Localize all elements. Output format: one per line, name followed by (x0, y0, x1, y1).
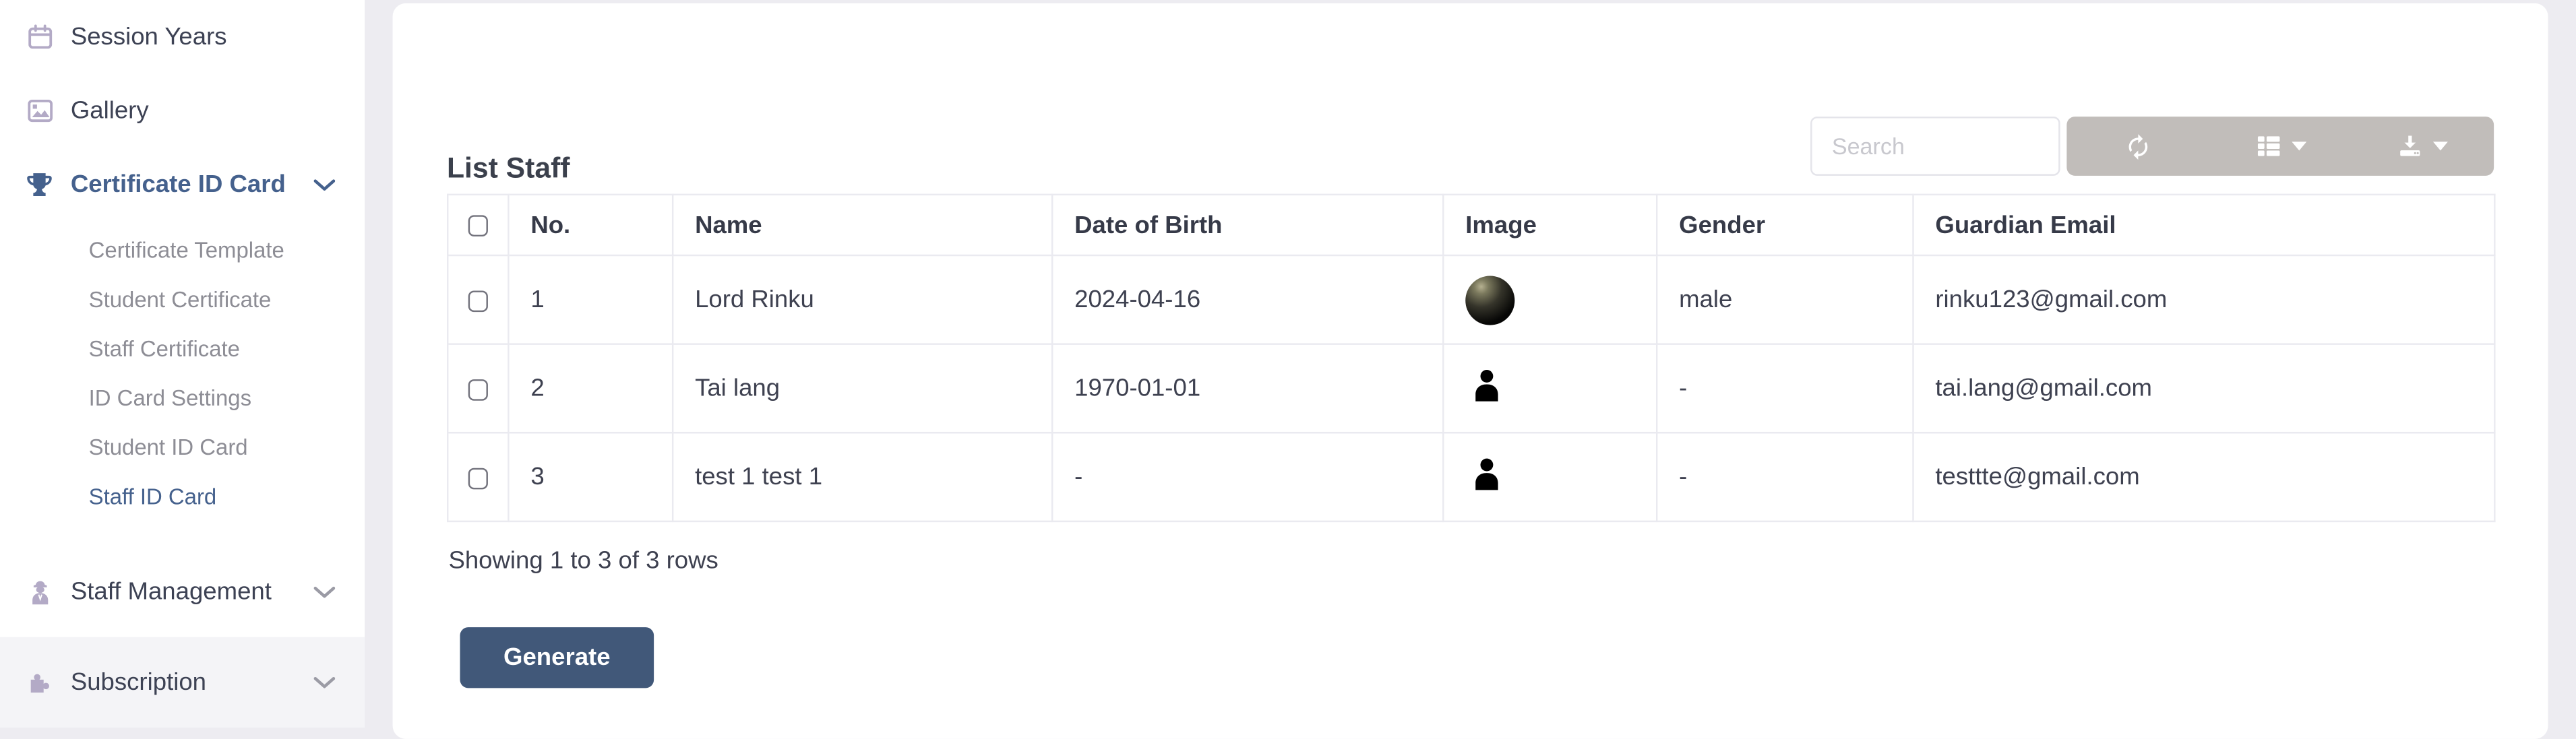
sidebar-item-session-years[interactable]: Session Years (0, 0, 365, 74)
export-download-icon (2397, 133, 2424, 159)
column-header-no: No. (508, 193, 674, 257)
caret-down-icon (2433, 141, 2449, 152)
select-all-checkbox[interactable] (468, 215, 488, 237)
gallery-icon (23, 97, 56, 125)
user-secret-icon (23, 577, 56, 607)
cell-dob: - (1051, 432, 1444, 523)
sidebar-item-label: Gallery (70, 96, 149, 125)
pagination-summary: Showing 1 to 3 of 3 rows (448, 546, 718, 575)
columns-toggle-icon (2255, 133, 2281, 159)
column-header-name: Name (671, 193, 1053, 257)
cell-name: Tai lang (671, 343, 1053, 434)
generate-button[interactable]: Generate (460, 627, 654, 688)
chevron-down-icon (313, 676, 336, 689)
page-title: List Staff (447, 151, 570, 184)
sidebar-item-certificate-id-card[interactable]: Certificate ID Card (0, 148, 365, 222)
table-row: 3 test 1 test 1 - - testtte@gmail.com (447, 432, 2496, 523)
certificate-id-card-submenu: Certificate Template Student Certificate… (0, 226, 365, 522)
row-checkbox[interactable] (468, 290, 488, 311)
content-card: List Staff (392, 3, 2548, 739)
sidebar-item-label: Subscription (70, 668, 207, 697)
sidebar-subitem-student-certificate[interactable]: Student Certificate (88, 287, 272, 313)
sidebar-subitem-staff-certificate[interactable]: Staff Certificate (88, 336, 240, 362)
sidebar-subitem-id-card-settings[interactable]: ID Card Settings (88, 385, 252, 411)
person-silhouette-icon (1472, 368, 1502, 409)
cell-name: test 1 test 1 (671, 432, 1053, 523)
cell-email: testtte@gmail.com (1912, 432, 2496, 523)
refresh-icon (2124, 132, 2151, 160)
row-checkbox[interactable] (468, 378, 488, 400)
cell-email: tai.lang@gmail.com (1912, 343, 2496, 434)
cell-gender: - (1656, 343, 1914, 434)
sidebar-item-gallery[interactable]: Gallery (0, 74, 365, 148)
column-header-guardian-email: Guardian Email (1912, 193, 2496, 257)
cell-no: 2 (508, 343, 674, 434)
sidebar-item-label: Staff Management (70, 578, 272, 606)
sidebar-subitem-certificate-template[interactable]: Certificate Template (88, 238, 284, 263)
cell-image (1442, 254, 1658, 345)
export-button[interactable] (2352, 117, 2494, 176)
puzzle-icon (23, 668, 56, 697)
column-header-image: Image (1442, 193, 1658, 257)
table-row: 2 Tai lang 1970-01-01 - tai.lang@gmail.c… (447, 343, 2496, 434)
sidebar-item-staff-management[interactable]: Staff Management (0, 555, 365, 629)
table-row: 1 Lord Rinku 2024-04-16 male rinku123@gm… (447, 254, 2496, 345)
cell-gender: male (1656, 254, 1914, 345)
cell-image (1442, 343, 1658, 434)
trophy-icon (23, 170, 56, 199)
cell-dob: 1970-01-01 (1051, 343, 1444, 434)
columns-toggle-button[interactable] (2209, 117, 2352, 176)
chevron-down-icon (313, 178, 336, 191)
cell-email: rinku123@gmail.com (1912, 254, 2496, 345)
cell-no: 3 (508, 432, 674, 523)
sidebar-item-subscription[interactable]: Subscription (0, 637, 365, 728)
cell-name: Lord Rinku (671, 254, 1053, 345)
cell-gender: - (1656, 432, 1914, 523)
search-input[interactable] (1810, 117, 2060, 176)
table-toolbar (2066, 117, 2494, 176)
sidebar: Session Years Gallery Certificate ID Car… (0, 0, 365, 728)
sidebar-item-label: Session Years (70, 23, 227, 51)
staff-photo-avatar (1465, 275, 1515, 325)
table-header-row: No. Name Date of Birth Image Gender Guar… (447, 193, 2496, 257)
cell-dob: 2024-04-16 (1051, 254, 1444, 345)
column-header-dob: Date of Birth (1051, 193, 1444, 257)
column-header-gender: Gender (1656, 193, 1914, 257)
staff-table: No. Name Date of Birth Image Gender Guar… (447, 193, 2496, 523)
chevron-down-icon (313, 585, 336, 599)
caret-down-icon (2291, 141, 2306, 152)
person-silhouette-icon (1472, 457, 1502, 498)
cell-no: 1 (508, 254, 674, 345)
sidebar-item-label: Certificate ID Card (70, 170, 286, 199)
cell-image (1442, 432, 1658, 523)
refresh-button[interactable] (2066, 117, 2209, 176)
row-checkbox[interactable] (468, 467, 488, 489)
sidebar-subitem-student-id-card[interactable]: Student ID Card (88, 435, 248, 460)
sidebar-subitem-staff-id-card[interactable]: Staff ID Card (88, 484, 217, 509)
calendar-icon (23, 23, 56, 51)
